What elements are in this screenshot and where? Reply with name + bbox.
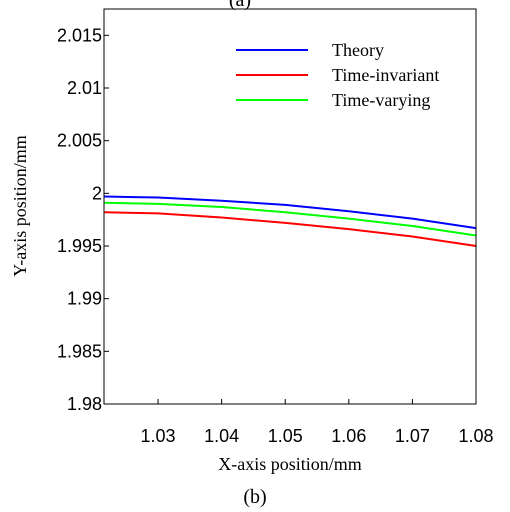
- x-tick-label: 1.05: [268, 426, 303, 446]
- bottom-caption: (b): [243, 486, 266, 508]
- y-tick-label: 2: [92, 183, 102, 203]
- legend: Theory Time-invariant Time-varying: [236, 40, 439, 110]
- series-line: [103, 195, 477, 230]
- y-tick-label: 1.98: [67, 394, 102, 414]
- y-tick-label: 1.99: [67, 289, 102, 309]
- x-tick-label: 1.07: [395, 426, 430, 446]
- x-axis-label: X-axis position/mm: [218, 454, 362, 474]
- x-tick-label: 1.03: [141, 426, 176, 446]
- series-line: [103, 201, 477, 237]
- x-tick-label: 1.08: [458, 426, 493, 446]
- y-tick-label: 2.005: [57, 131, 102, 151]
- plot-frame: [103, 8, 477, 405]
- legend-label: Theory: [332, 40, 384, 60]
- y-tick-label: 1.995: [57, 236, 102, 256]
- top-caption: (a): [229, 0, 251, 11]
- y-axis-label: Y-axis position/mm: [10, 135, 30, 277]
- x-tick-label: 1.04: [204, 426, 239, 446]
- x-tick-label: 1.06: [331, 426, 366, 446]
- y-tick-label: 2.015: [57, 25, 102, 45]
- series-line: [103, 211, 477, 247]
- y-tick-label: 2.01: [67, 78, 102, 98]
- legend-label: Time-invariant: [332, 65, 439, 85]
- legend-label: Time-varying: [332, 90, 430, 110]
- y-tick-label: 1.985: [57, 341, 102, 361]
